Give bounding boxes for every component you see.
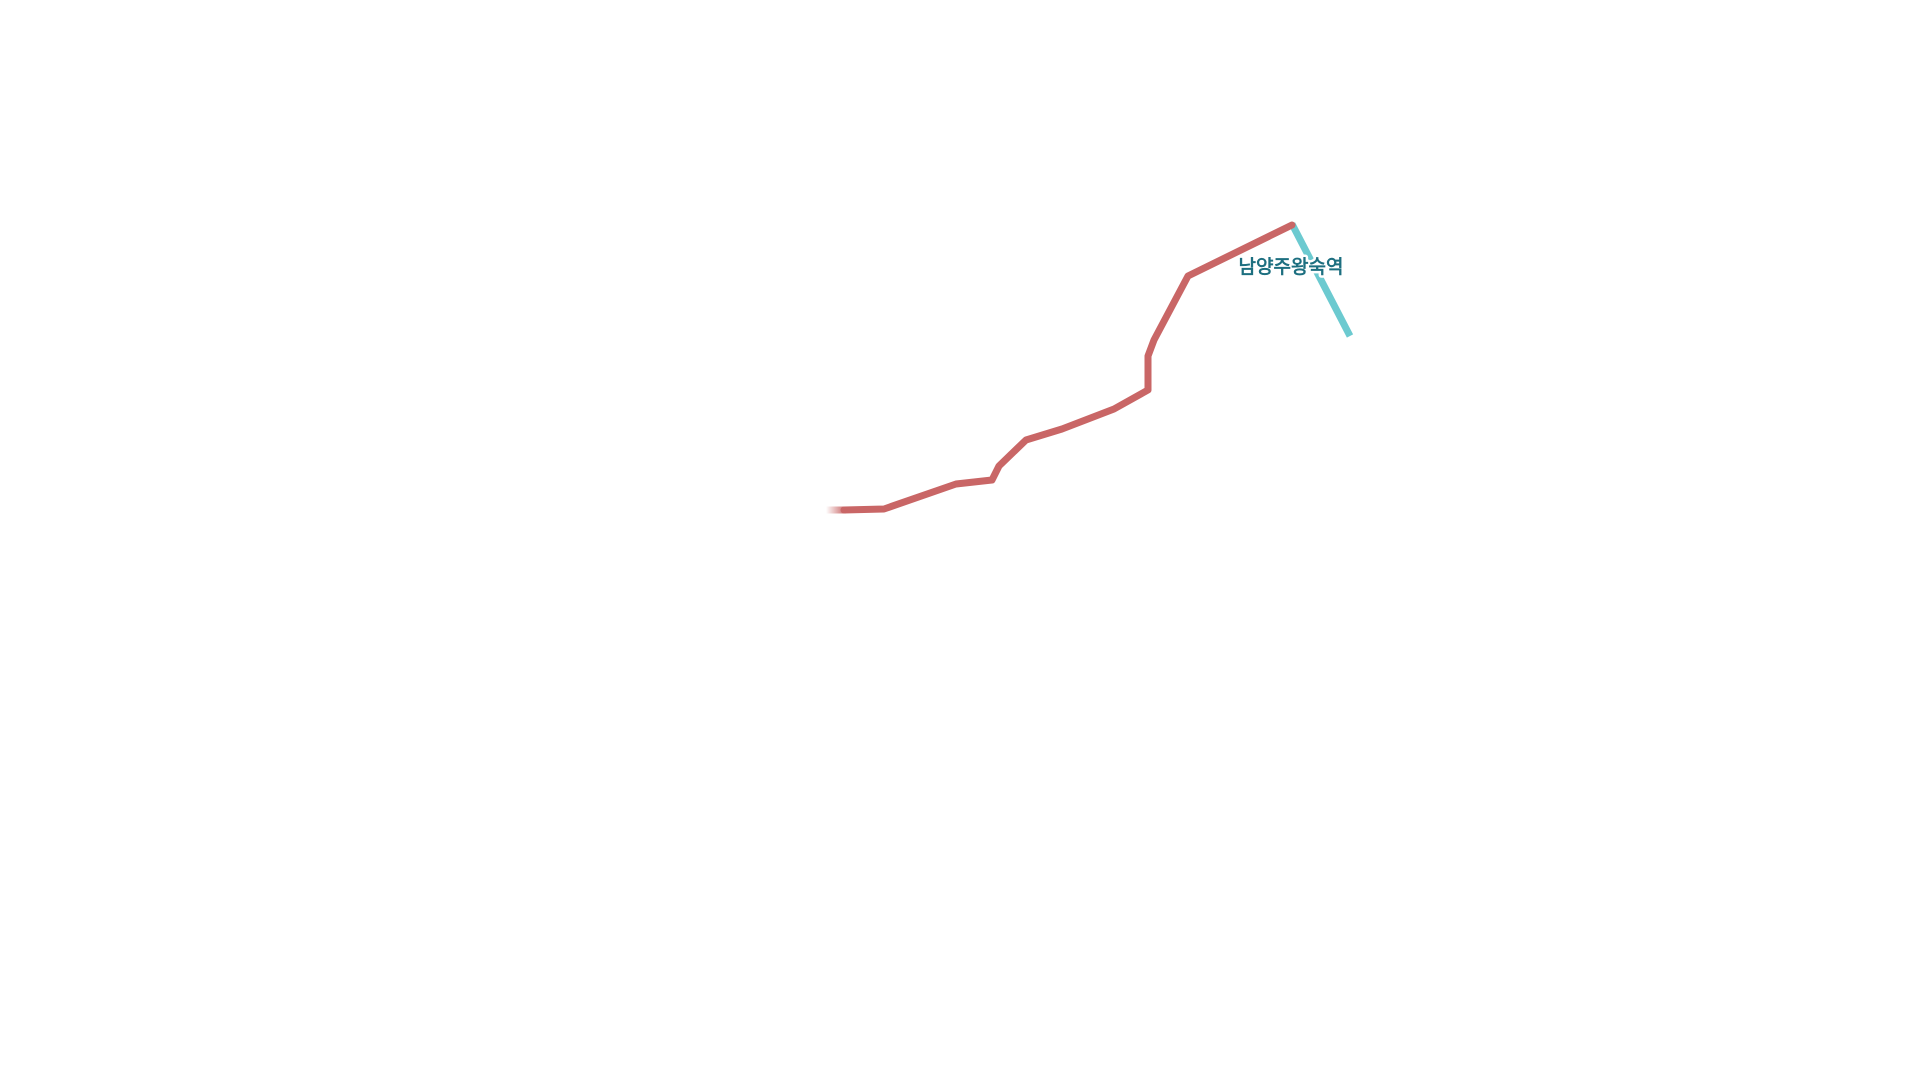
route-line-teal[interactable]: [1288, 222, 1354, 338]
route-line-red[interactable]: [840, 221, 1296, 514]
station-label[interactable]: 남양주왕숙역: [1236, 254, 1346, 281]
